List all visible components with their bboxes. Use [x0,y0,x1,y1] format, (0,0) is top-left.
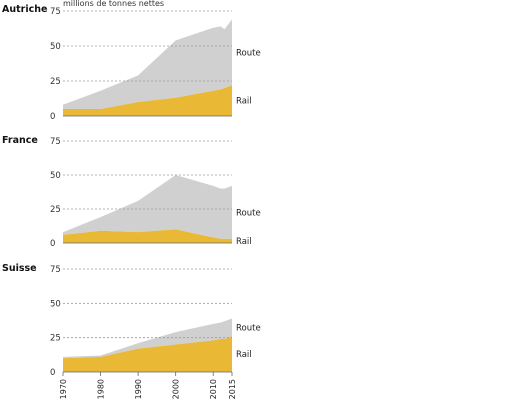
series-label-rail: Rail [236,97,252,107]
y-tick-label: 25 [50,77,61,87]
y-tick-label: 50 [50,299,61,309]
panel-title: Suisse [2,263,37,274]
route-area [63,318,232,359]
route-area [63,19,232,109]
series-label-route: Route [236,48,261,58]
x-tick-label: 2010 [209,379,218,399]
panel-title: Autriche [2,4,47,15]
panel-title: France [2,135,38,146]
x-tick-label: 1990 [134,379,143,399]
x-tick-label: 1980 [97,379,106,399]
y-tick-label: 0 [50,239,55,249]
y-tick-label: 75 [50,7,61,17]
rail-area [63,85,232,116]
route-area [63,175,232,239]
y-tick-label: 0 [50,112,55,122]
y-tick-label: 75 [50,137,61,147]
unit-label: millions de tonnes nettes [63,0,164,8]
panel-autriche: Autriche 0 25 50 75 Route Rail [2,4,261,122]
series-label-route: Route [236,323,261,333]
x-tick-label: 2015 [228,379,237,399]
series-label-rail: Rail [236,237,252,247]
y-tick-label: 0 [50,368,55,378]
rail-area [63,229,232,243]
panel-suisse: Suisse 0 25 50 75 Route Rail [2,263,261,378]
y-tick-label: 50 [50,42,61,52]
panel-france: France 0 25 50 75 Route Rail [2,135,261,249]
x-tick-label: 2000 [172,379,181,399]
y-tick-label: 50 [50,171,61,181]
rail-area [63,336,232,372]
series-label-route: Route [236,208,261,218]
series-label-rail: Rail [236,350,252,360]
y-tick-label: 75 [50,265,61,275]
panels: Autriche 0 25 50 75 Route Rail France 0 25 50 75 Rou… [2,4,261,378]
y-tick-label: 25 [50,205,61,215]
y-tick-label: 25 [50,334,61,344]
x-tick-label: 1970 [59,379,68,399]
x-axis: 1970 1980 1990 2000 2010 2015 [59,372,237,399]
